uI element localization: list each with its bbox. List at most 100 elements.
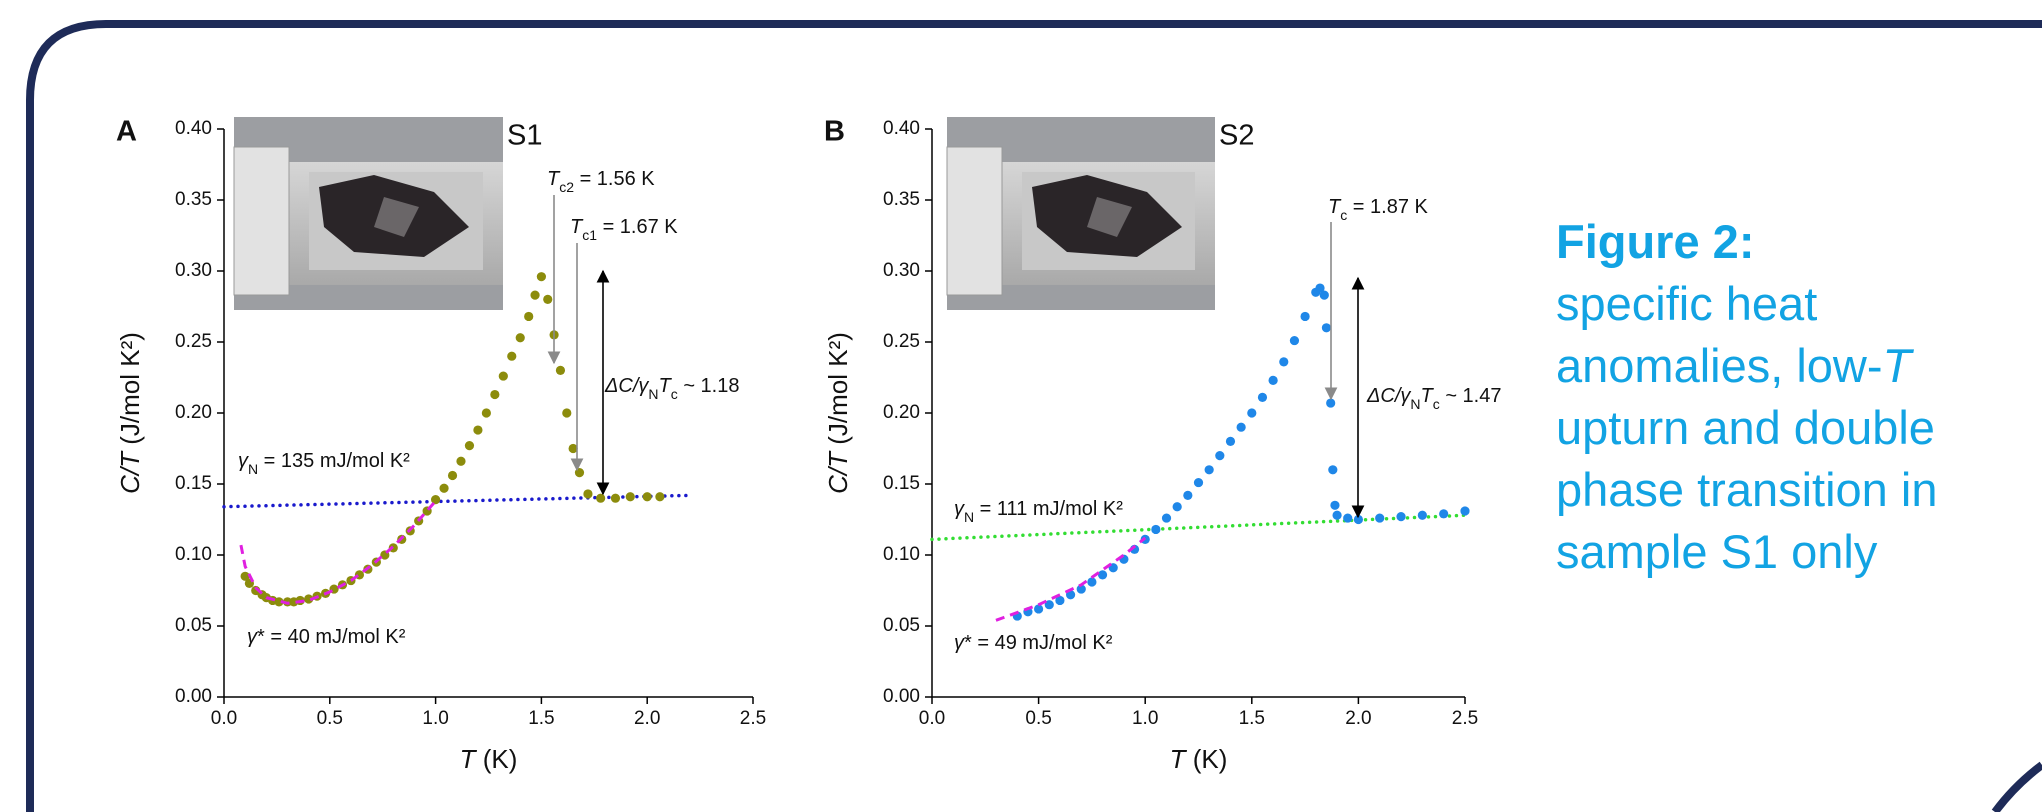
data-point [439,483,449,493]
sample-label: S2 [1219,120,1254,152]
data-point [1279,357,1289,367]
x-tick-label: 0.5 [317,708,343,729]
data-point [464,441,475,451]
text-run: T [1328,196,1342,218]
data-point [1300,311,1310,322]
text-run: c1 [582,227,597,243]
frame-border [26,20,2042,812]
text-run: C/T [823,450,853,494]
fit-line [222,493,692,509]
data-point [1151,524,1161,535]
y-axis-label: C/T (J/mol K²) [115,332,145,494]
x-tick-label: 2.5 [1452,708,1478,729]
caption-run: upturn and double [1556,401,1935,454]
caption-line: anomalies, low-T [1556,339,1915,392]
data-point [490,389,500,400]
text-run: c2 [559,179,574,195]
text-run: T [1170,744,1188,774]
y-tick-label: 0.30 [883,260,920,281]
data-point [1225,436,1236,446]
y-tick-label: 0.20 [175,402,212,423]
text-run: c [671,386,678,402]
annotation: ΔC/γNTc ~ 1.18 [604,375,739,401]
data-point [524,311,534,322]
y-tick-label: 0.25 [175,331,212,352]
text-run: ΔC/γ [1366,385,1411,407]
text-run: N [248,461,258,477]
annotation: Tc2 = 1.56 K [547,168,655,194]
annotation: γN = 111 mJ/mol K² [954,498,1123,524]
y-tick-label: 0.25 [883,331,920,352]
text-run: C/T [115,450,145,494]
data-point [1215,451,1225,461]
data-point [447,470,458,481]
data-point [543,294,553,304]
y-tick-label: 0.40 [883,118,920,139]
data-point [1193,477,1204,488]
data-point [1236,422,1246,432]
y-tick-label: 0.10 [175,544,212,565]
data-point [1087,577,1097,587]
photo-clamp [233,146,290,296]
data-point [1460,506,1470,516]
fit-line [995,536,1147,622]
text-run: N [964,509,974,525]
y-tick-label: 0.00 [883,686,920,707]
y-tick-label: 0.05 [175,615,212,636]
sample-label: S1 [507,120,542,152]
caption-line: upturn and double [1556,401,1935,454]
text-run: (K) [1186,744,1228,774]
x-tick-label: 2.5 [740,708,766,729]
text-run: c [1340,207,1347,223]
frame-corner [1991,761,2042,812]
text-run: * = 49 mJ/mol K² [964,632,1113,654]
data-point [1076,584,1086,594]
text-run: = 1.56 K [574,168,655,190]
x-axis-label: T (K) [460,744,518,774]
caption-run: T [1883,339,1915,392]
data-point [642,492,652,502]
data-point [1328,465,1338,475]
text-run: γ [954,632,965,654]
data-point [1268,375,1278,385]
fit-line [239,500,437,605]
caption-line: specific heat [1556,277,1817,330]
text-run: c [1433,396,1440,412]
x-tick-label: 0.5 [1025,708,1051,729]
annotation: γ* = 49 mJ/mol K² [954,632,1113,654]
data-point [1257,392,1268,402]
annotation: Tc1 = 1.67 K [570,216,678,242]
data-point [1055,595,1065,606]
data-point [274,597,284,607]
x-tick-label: 1.5 [1239,708,1265,729]
x-tick-label: 1.0 [1132,708,1158,729]
data-point [473,425,483,435]
text-run: T [659,375,673,397]
y-tick-label: 0.40 [175,118,212,139]
annotation: Tc = 1.87 K [1328,196,1428,222]
x-tick-label: 0.0 [919,708,945,729]
data-point [1332,510,1342,520]
y-tick-label: 0.10 [883,544,920,565]
text-run: = 1.67 K [597,216,678,238]
fit-line [930,513,1467,542]
data-point [1375,513,1385,523]
y-tick-label: 0.20 [883,402,920,423]
y-tick-label: 0.30 [175,260,212,281]
caption-line: phase transition in [1556,463,1937,516]
data-point [515,333,525,343]
data-point [596,493,606,503]
data-point [1034,604,1044,614]
data-point [481,408,491,418]
text-run: (K) [476,744,518,774]
data-point [498,371,508,381]
annotation: γ* = 40 mJ/mol K² [247,626,406,648]
text-run: (J/mol K²) [115,332,145,452]
y-tick-label: 0.15 [175,473,212,494]
data-point [1319,290,1329,300]
text-run: ~ 1.47 [1440,385,1502,407]
y-tick-label: 0.05 [883,615,920,636]
data-point [1439,509,1449,519]
x-tick-label: 0.0 [211,708,237,729]
